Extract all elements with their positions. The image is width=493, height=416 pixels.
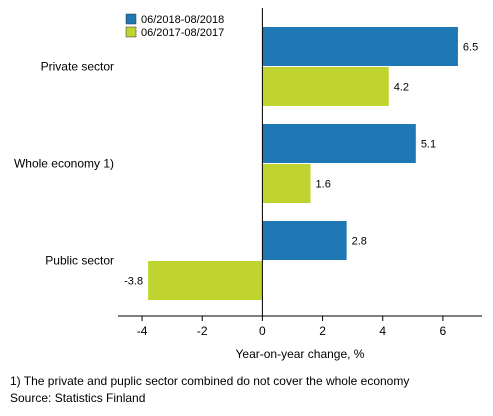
footnote: 1) The private and puplic sector combine… (10, 374, 410, 388)
value-labels-layer: 6.5 4.2 5.1 1.6 2.8 -3.8 (124, 42, 478, 288)
x-tick-label: 0 (259, 324, 266, 338)
x-tick-label: 4 (379, 324, 386, 338)
legend-swatch-series-1 (125, 13, 137, 25)
category-label-private-sector: Private sector (41, 60, 114, 74)
value-label-public-sector-series-1: 2.8 (352, 236, 367, 248)
x-axis: -4 -2 0 2 4 6 (118, 8, 482, 338)
value-label-private-sector-series-1: 6.5 (463, 42, 478, 54)
bar-public-sector-series-1 (262, 221, 347, 260)
x-tick-label: -2 (197, 324, 208, 338)
category-labels-layer: Private sector Whole economy 1) Public sec… (14, 60, 114, 268)
legend-label-series-1: 06/2018-08/2018 (141, 14, 224, 26)
source-note: Source: Statistics Finland (10, 391, 146, 405)
bar-whole-economy-1-series-2 (262, 164, 311, 203)
bars-layer (148, 27, 458, 300)
x-tick-label: 6 (440, 324, 447, 338)
bar-private-sector-series-1 (262, 27, 458, 66)
value-label-public-sector-series-2: -3.8 (124, 276, 143, 288)
x-tick-label: 2 (319, 324, 326, 338)
bar-private-sector-series-2 (262, 67, 389, 106)
category-label-whole-economy-1: Whole economy 1) (14, 157, 114, 171)
value-label-whole-economy-1-series-2: 1.6 (316, 179, 331, 191)
x-tick-label: -4 (137, 324, 148, 338)
legend-swatch-series-2 (125, 26, 137, 38)
bar-public-sector-series-2 (148, 261, 263, 300)
legend-label-series-2: 06/2017-08/2017 (141, 27, 224, 39)
category-label-public-sector: Public sector (45, 254, 114, 268)
x-axis-title: Year-on-year change, % (236, 347, 365, 361)
bar-whole-economy-1-series-1 (262, 124, 416, 163)
value-label-private-sector-series-2: 4.2 (394, 82, 409, 94)
value-label-whole-economy-1-series-1: 5.1 (421, 139, 436, 151)
